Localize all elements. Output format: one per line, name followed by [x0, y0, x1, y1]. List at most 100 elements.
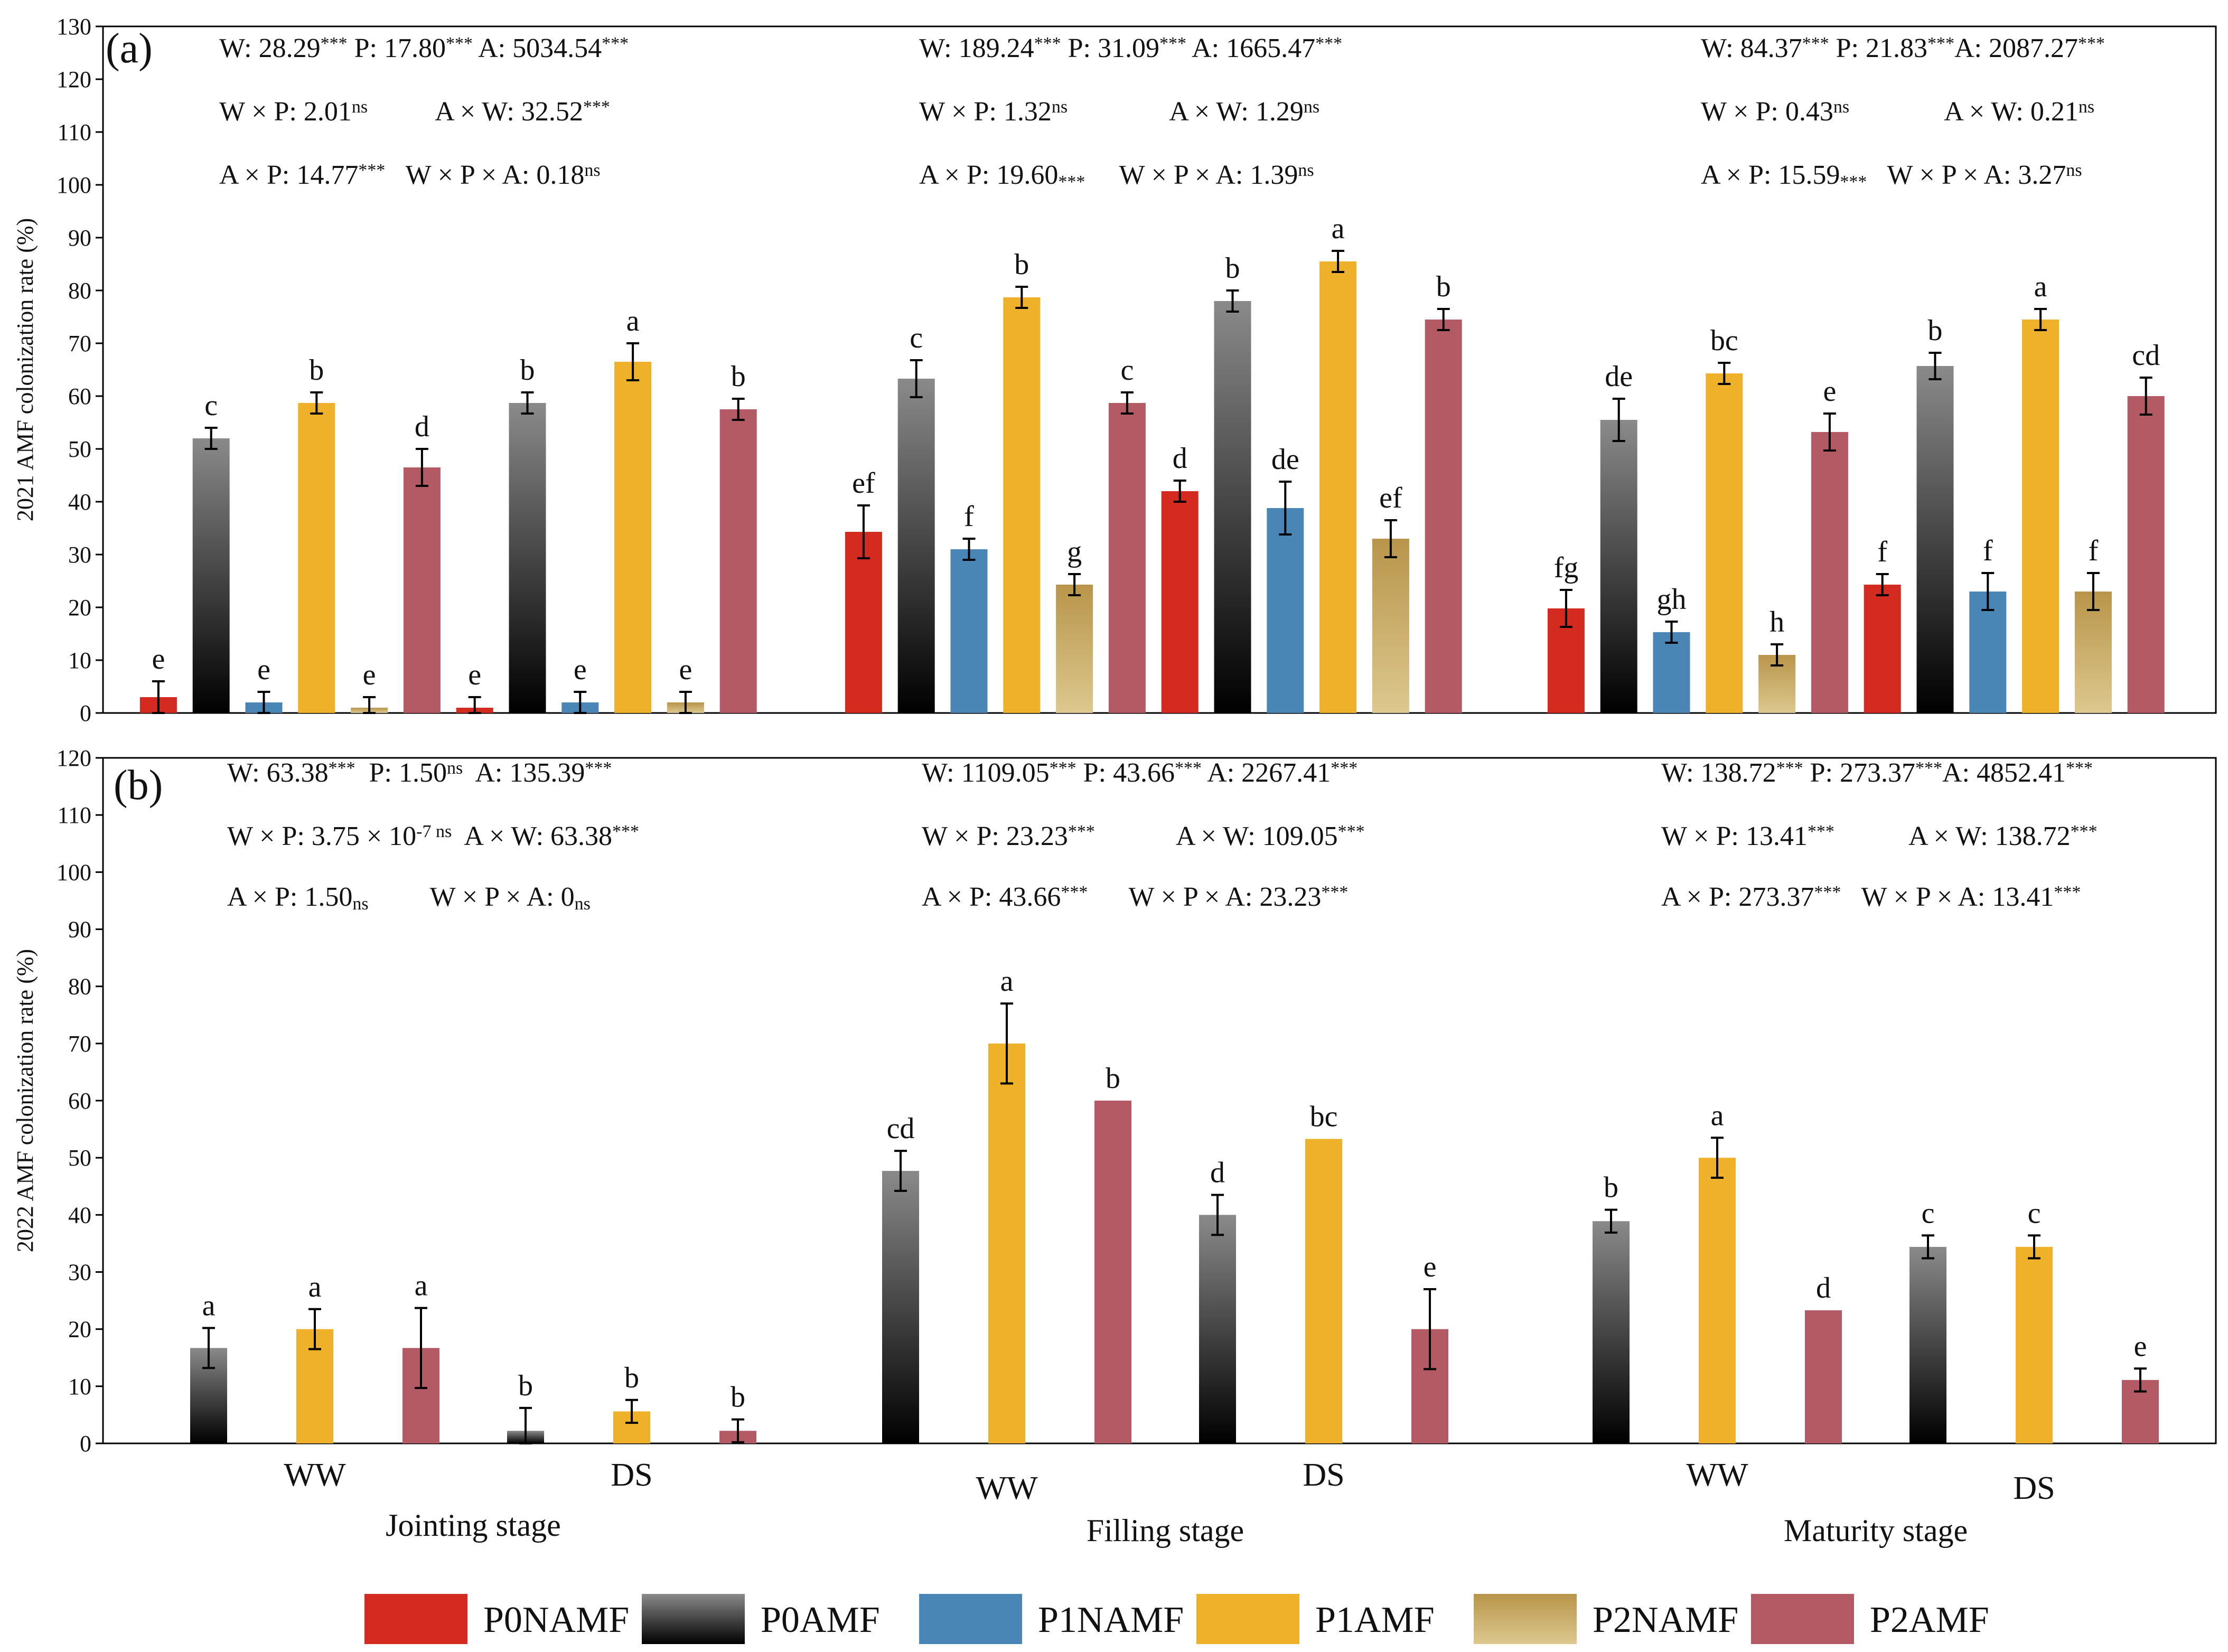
- y-tick-label: 100: [57, 172, 91, 198]
- stage-label-jointing-stage: Jointing stage: [386, 1508, 561, 1543]
- significance-letter: d: [1173, 442, 1187, 475]
- y-tick-label: 20: [68, 595, 91, 621]
- y-tick-label: 90: [68, 917, 91, 943]
- significance-letter: a: [415, 1270, 428, 1302]
- anova-stat-part: ns: [432, 822, 452, 841]
- anova-stat-part: W × P × A: 0: [369, 882, 575, 912]
- significance-letter: f: [2089, 534, 2099, 567]
- significance-letter: ef: [852, 467, 875, 500]
- significance-letter: b: [518, 1369, 533, 1402]
- bar-p1amf: [298, 403, 335, 713]
- anova-stat-line: W: 189.24*** P: 31.09*** A: 1665.47***: [919, 33, 1342, 63]
- significance-letter: de: [1605, 360, 1633, 393]
- legend-swatch-p1namf: [919, 1594, 1022, 1644]
- legend-label-p0amf: P0AMF: [761, 1600, 880, 1640]
- y-tick-label: 30: [68, 542, 91, 568]
- anova-stat-line: W × P: 0.43ns A × W: 0.21ns: [1701, 97, 2094, 127]
- significance-letter: c: [910, 322, 923, 354]
- significance-letter: c: [1922, 1197, 1935, 1229]
- significance-letter: e: [1424, 1251, 1437, 1283]
- anova-stat-line: W × P: 3.75 × 10-7 ns A × W: 63.38***: [227, 821, 639, 851]
- bar-p0amf: [1199, 1215, 1236, 1443]
- significance-letter: bc: [1710, 324, 1738, 357]
- anova-stat-part: P: 1.50: [355, 758, 447, 788]
- legend-swatch-p2amf: [1751, 1594, 1854, 1644]
- anova-stat-part: ns: [1298, 161, 1314, 180]
- significance-letter: a: [1332, 212, 1345, 245]
- stage-label-filling-stage: Filling stage: [1087, 1513, 1244, 1548]
- legend-swatch-p0amf: [642, 1594, 745, 1644]
- anova-stat-line: W × P: 1.32ns A × W: 1.29ns: [919, 97, 1319, 127]
- anova-stat-part: A × W: 1.29: [1068, 97, 1304, 127]
- anova-stat-part: P: 43.66: [1076, 758, 1175, 788]
- plot-frame: [102, 25, 2217, 714]
- anova-stat-part: ***: [2078, 34, 2105, 53]
- anova-stat-part: A × W: 0.21: [1849, 97, 2079, 127]
- anova-stat-part: W × P × A: 23.23: [1088, 882, 1321, 912]
- anova-stat-part: W × P × A: 13.41: [1841, 882, 2054, 912]
- y-tick-label: 40: [68, 1202, 91, 1228]
- y-tick-label: 10: [68, 647, 91, 673]
- y-tick-label: 120: [57, 745, 91, 771]
- anova-stat-part: A: 135.39: [463, 758, 585, 788]
- significance-letter: d: [1816, 1272, 1831, 1304]
- legend-swatch-p0namf: [364, 1594, 467, 1644]
- anova-stat-part: ***: [1068, 822, 1095, 841]
- significance-letter: e: [363, 659, 376, 691]
- anova-stat-line: W × P: 23.23*** A × W: 109.05***: [922, 821, 1365, 851]
- anova-stat-part: ***: [612, 822, 639, 841]
- anova-stat-line: W: 1109.05*** P: 43.66*** A: 2267.41***: [922, 758, 1358, 788]
- y-tick-label: 70: [68, 1031, 91, 1057]
- anova-stat-part: ***: [585, 758, 612, 778]
- significance-letter: cd: [2132, 339, 2160, 372]
- y-tick-label: 90: [68, 225, 91, 251]
- bar-p1namf: [1969, 592, 2007, 713]
- anova-stat-part: A × P: 1.50: [227, 882, 352, 912]
- bar-p0amf: [1916, 366, 1954, 713]
- anova-stat-part: W: 63.38: [227, 758, 329, 788]
- bar-p1amf: [2022, 320, 2060, 713]
- significance-letter: b: [1106, 1062, 1120, 1095]
- bar-p0namf: [1161, 491, 1199, 713]
- anova-stat-part: ns: [584, 161, 600, 180]
- anova-stat-part: ***: [1061, 883, 1088, 902]
- bar-p2amf: [2127, 396, 2165, 713]
- bar-p1amf: [614, 362, 652, 713]
- y-tick-label: 60: [68, 1088, 91, 1114]
- legend-label-p1namf: P1NAMF: [1038, 1600, 1184, 1640]
- anova-stat-part: A × W: 63.38: [452, 821, 612, 851]
- anova-stat-part: ***: [1321, 883, 1348, 902]
- anova-stat-part: ns: [352, 894, 368, 914]
- y-axis-label: 2021 AMF colonization rate (%): [12, 218, 38, 521]
- y-axis-label: 2022 AMF colonization rate (%): [12, 949, 38, 1252]
- y-tick-label: 100: [57, 859, 91, 885]
- legend: P0NAMF P0AMF P1NAMF P1AMF P2NAMF P2AMF: [364, 1594, 1989, 1644]
- bar-p2namf: [2074, 592, 2112, 713]
- significance-letter: b: [1436, 270, 1451, 303]
- group-label-ds: DS: [1303, 1457, 1344, 1493]
- y-tick-label: 30: [68, 1260, 91, 1285]
- significance-letter: bc: [1310, 1100, 1338, 1133]
- significance-letter: e: [679, 653, 692, 686]
- anova-stat-part: ***: [2066, 758, 2093, 778]
- bar-p0amf: [897, 379, 935, 713]
- significance-letter: a: [626, 305, 640, 337]
- anova-stat-line: W: 138.72*** P: 273.37***A: 4852.41***: [1661, 758, 2093, 788]
- significance-letter: a: [1000, 965, 1014, 998]
- anova-stat-part: W: 189.24: [919, 33, 1034, 63]
- anova-stat-part: A × P: 15.59: [1701, 160, 1840, 190]
- anova-stat-part: W × P × A: 3.27: [1867, 160, 2066, 190]
- anova-stat-part: ***: [2071, 822, 2098, 841]
- anova-stat-part: ns: [447, 758, 463, 778]
- significance-letter: f: [1983, 534, 1993, 567]
- anova-stat-part: W: 84.37: [1701, 33, 1802, 63]
- bar-p0amf: [192, 438, 230, 713]
- anova-stat-line: A × P: 43.66*** W × P × A: 23.23***: [922, 882, 1348, 912]
- anova-stat-line: A × P: 19.60*** W × P × A: 1.39ns: [919, 160, 1314, 192]
- y-tick-label: 50: [68, 1145, 91, 1171]
- y-tick-label: 80: [68, 974, 91, 1000]
- legend-swatch-p2namf: [1474, 1594, 1577, 1644]
- group-label-ds: DS: [611, 1457, 652, 1493]
- panel-a-chart: 0 10 20 30 40 50 60 70 80 90 100 110 120 130 2021 AMF …: [12, 14, 2217, 726]
- significance-letter: a: [308, 1271, 322, 1303]
